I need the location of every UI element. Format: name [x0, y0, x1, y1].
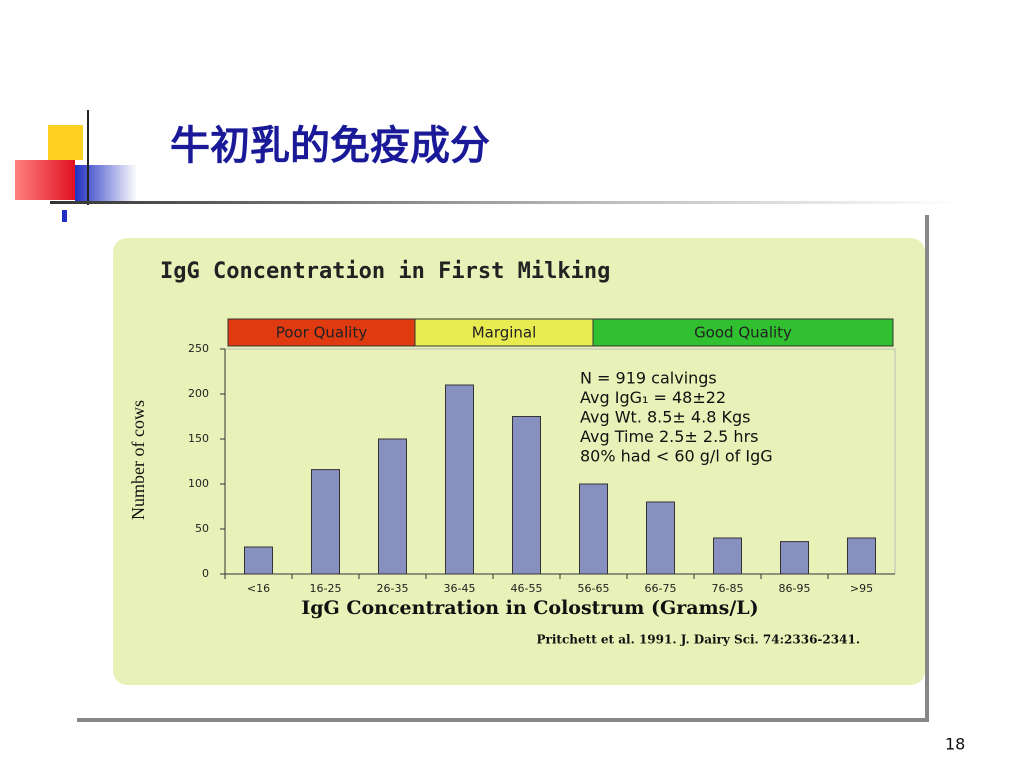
y-tick-label: 200: [188, 387, 209, 400]
x-tick-label: 56-65: [578, 582, 610, 595]
y-axis-label: Number of cows: [128, 400, 148, 520]
annotation: 80% had < 60 g/l of IgG: [580, 447, 773, 466]
page-number: 18: [945, 735, 965, 754]
x-tick-label: <16: [247, 582, 270, 595]
x-tick-label: 26-35: [377, 582, 409, 595]
bar: [780, 541, 809, 575]
y-tick-label: 150: [188, 432, 209, 445]
y-tick-label: 0: [202, 567, 209, 580]
y-tick-label: 250: [188, 342, 209, 355]
bar: [713, 537, 742, 575]
bar: [512, 416, 541, 575]
x-tick-label: 66-75: [645, 582, 677, 595]
x-tick-label: 76-85: [712, 582, 744, 595]
bar: [378, 438, 407, 575]
annotation: N = 919 calvings: [580, 369, 717, 388]
frame-shadow: [77, 718, 929, 722]
bar: [847, 537, 876, 575]
x-tick-label: 46-55: [511, 582, 543, 595]
bar: [311, 469, 340, 575]
x-tick-label: 86-95: [779, 582, 811, 595]
annotation: Avg Time 2.5± 2.5 hrs: [580, 427, 758, 446]
y-tick-label: 50: [195, 522, 209, 535]
bar: [244, 546, 273, 575]
decor-square: [62, 210, 67, 222]
title-rule: [50, 201, 960, 204]
quality-band-label: Poor Quality: [276, 324, 368, 342]
y-tick-label: 100: [188, 477, 209, 490]
quality-band-label: Good Quality: [694, 324, 792, 342]
chart-title: IgG Concentration in First Milking: [160, 259, 610, 284]
x-axis-label: IgG Concentration in Colostrum (Grams/L): [301, 597, 758, 619]
quality-band: [414, 318, 594, 347]
annotation: Avg Wt. 8.5± 4.8 Kgs: [580, 408, 750, 427]
bar: [579, 483, 608, 575]
decor-square: [75, 165, 137, 201]
x-tick-label: 36-45: [444, 582, 476, 595]
decor-square: [15, 160, 75, 200]
annotation: Avg IgG₁ = 48±22: [580, 388, 726, 407]
slide-title: 牛初乳的免疫成分: [170, 123, 490, 169]
quality-band: [592, 318, 894, 347]
decor-square: [48, 125, 83, 160]
x-tick-label: 16-25: [310, 582, 342, 595]
bar: [445, 384, 474, 575]
bar: [646, 501, 675, 575]
source-note: Pritchett et al. 1991. J. Dairy Sci. 74:…: [537, 633, 860, 647]
x-tick-label: >95: [850, 582, 873, 595]
quality-band-label: Marginal: [472, 324, 537, 342]
frame-shadow: [925, 215, 929, 722]
